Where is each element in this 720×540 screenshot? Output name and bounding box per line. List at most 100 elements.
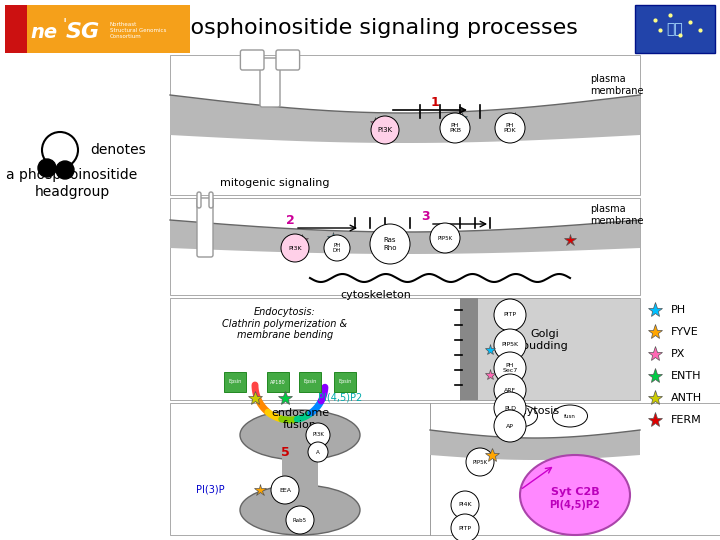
FancyBboxPatch shape [170,55,640,195]
Text: PI(4,5)P2: PI(4,5)P2 [318,393,362,403]
Circle shape [286,506,314,534]
Text: AP180: AP180 [270,380,286,384]
Polygon shape [170,95,640,143]
Text: PI3K: PI3K [288,246,302,251]
Text: Syt C2B: Syt C2B [551,487,599,497]
Text: Epsin: Epsin [338,380,351,384]
Circle shape [494,299,526,331]
Text: PX: PX [671,349,685,359]
Text: PI4K: PI4K [458,503,472,508]
Text: 5: 5 [281,447,289,460]
Circle shape [451,491,479,519]
Circle shape [271,476,299,504]
FancyBboxPatch shape [170,403,430,535]
Circle shape [38,159,56,177]
Text: PITP: PITP [503,313,516,318]
Text: ANTH: ANTH [671,393,702,403]
Circle shape [306,423,330,447]
Text: SG: SG [66,22,100,42]
Text: PI(3)P: PI(3)P [196,485,225,495]
Text: Phosphoinositide signaling processes: Phosphoinositide signaling processes [163,18,577,38]
Text: PIP5K: PIP5K [472,460,487,464]
Circle shape [440,113,470,143]
Text: headgroup: headgroup [35,185,109,199]
Text: FERM: FERM [671,415,702,425]
Circle shape [56,161,74,179]
FancyBboxPatch shape [282,455,318,500]
FancyBboxPatch shape [209,192,213,208]
Circle shape [495,113,525,143]
Text: PI3K: PI3K [312,433,324,437]
FancyBboxPatch shape [5,5,27,53]
Text: 1: 1 [431,97,439,110]
Text: PI3K: PI3K [377,127,392,133]
FancyBboxPatch shape [334,372,356,392]
FancyBboxPatch shape [197,192,201,208]
Circle shape [451,514,479,540]
Text: PIP5K: PIP5K [438,235,453,240]
Circle shape [371,116,399,144]
FancyBboxPatch shape [299,372,321,392]
Ellipse shape [503,405,538,427]
Text: a phosphoinositide: a phosphoinositide [6,168,138,182]
Circle shape [281,234,309,262]
Circle shape [324,235,350,261]
FancyBboxPatch shape [224,372,246,392]
Text: Ras
Rho: Ras Rho [383,238,397,251]
Circle shape [494,329,526,361]
Circle shape [494,352,526,384]
Polygon shape [170,220,640,254]
FancyBboxPatch shape [5,5,190,53]
Text: fusn: fusn [514,414,526,418]
FancyBboxPatch shape [197,198,213,257]
FancyBboxPatch shape [276,50,300,70]
Text: 2: 2 [286,213,294,226]
Text: PH: PH [671,305,686,315]
Circle shape [494,410,526,442]
Text: PITP: PITP [459,525,472,530]
Text: AP: AP [506,423,514,429]
Polygon shape [430,430,640,460]
Text: Epsin: Epsin [228,380,242,384]
Circle shape [494,374,526,406]
Text: mitogenic signaling: mitogenic signaling [220,178,330,188]
Text: 〰🧬: 〰🧬 [667,22,683,36]
Text: PH
PKB: PH PKB [449,123,461,133]
Text: Golgi
budding: Golgi budding [522,329,568,351]
Text: ARF: ARF [504,388,516,393]
Text: EEA: EEA [279,488,291,492]
FancyBboxPatch shape [635,5,715,53]
Ellipse shape [240,410,360,460]
Circle shape [494,392,526,424]
FancyBboxPatch shape [170,298,460,400]
Text: PH
DH: PH DH [333,242,341,253]
Text: PIP5K: PIP5K [501,342,518,348]
FancyBboxPatch shape [267,372,289,392]
Text: PH
PDK: PH PDK [504,123,516,133]
Text: cytoskeleton: cytoskeleton [340,290,411,300]
Ellipse shape [520,455,630,535]
Circle shape [466,448,494,476]
Text: plasma
membrane: plasma membrane [590,204,644,226]
Text: A: A [316,449,320,455]
Text: 3: 3 [420,210,429,222]
FancyBboxPatch shape [260,58,280,107]
FancyBboxPatch shape [460,298,478,400]
Text: FYVE: FYVE [671,327,698,337]
Circle shape [308,442,328,462]
Text: ENTH: ENTH [671,371,701,381]
Circle shape [370,224,410,264]
Ellipse shape [240,485,360,535]
Text: Northeast
Structural Genomics
Consortium: Northeast Structural Genomics Consortium [110,22,166,39]
Text: endosome
fusion: endosome fusion [271,408,329,430]
Text: PH
Sec7: PH Sec7 [503,362,518,373]
Circle shape [42,132,78,168]
FancyBboxPatch shape [240,50,264,70]
Text: PLD: PLD [504,406,516,410]
Ellipse shape [552,405,588,427]
Text: Epsin: Epsin [303,380,317,384]
FancyBboxPatch shape [170,198,640,295]
Text: Rab5: Rab5 [293,517,307,523]
Circle shape [430,223,460,253]
FancyBboxPatch shape [430,403,720,535]
